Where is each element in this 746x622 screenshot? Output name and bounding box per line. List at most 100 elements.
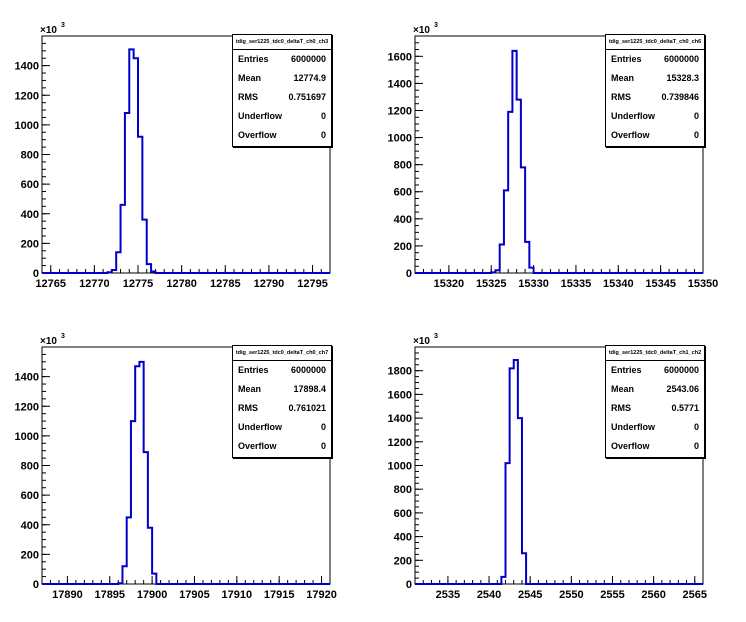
x-tick-label: 17915	[264, 589, 295, 601]
y-tick-label: 1400	[388, 78, 412, 90]
histogram-bin	[506, 463, 510, 584]
histogram-bin	[131, 421, 135, 584]
histogram-bin	[121, 205, 125, 273]
y-tick-label: 1200	[388, 437, 412, 449]
histogram-bin	[135, 366, 139, 584]
histogram-bin	[521, 167, 525, 273]
x-tick-label: 2540	[477, 589, 501, 601]
histogram-bin	[514, 360, 518, 584]
stats-box: tdig_ser1225_tdc0_deltaT_ch0_ch7 Entries 6…	[232, 345, 332, 458]
histogram-bin	[147, 264, 151, 273]
x-tick-label: 12775	[123, 278, 154, 290]
stats-label: Mean	[611, 73, 635, 83]
stats-label: Mean	[238, 73, 262, 83]
stats-value: 6000000	[663, 54, 699, 64]
histogram-bin	[529, 268, 533, 273]
histogram-bin	[525, 242, 529, 273]
y-tick-label: 1600	[388, 51, 412, 63]
y-tick-label: 1400	[388, 413, 412, 425]
histogram-bin	[139, 362, 143, 584]
histogram-line	[42, 48, 330, 274]
y-exponent-label: ×10	[40, 336, 57, 347]
y-tick-label: 1000	[15, 431, 39, 443]
x-tick-label: 17910	[222, 589, 253, 601]
stats-label: Underflow	[238, 422, 282, 432]
stats-row: Underflow 0	[606, 107, 704, 126]
histogram-bin	[491, 272, 495, 273]
stats-row: Mean 12774.9	[233, 69, 331, 88]
stats-row: Underflow 0	[606, 418, 704, 437]
stats-label: Overflow	[611, 441, 650, 451]
x-tick-label: 12795	[297, 278, 328, 290]
stats-title: tdig_ser1225_tdc0_deltaT_ch0_ch3	[233, 35, 331, 50]
stats-value: 0	[320, 111, 326, 121]
stats-label: RMS	[611, 92, 631, 102]
stats-label: Entries	[611, 54, 642, 64]
stats-label: Overflow	[611, 130, 650, 140]
stats-row: Mean 2543.06	[606, 380, 704, 399]
y-tick-label: 600	[21, 490, 39, 502]
y-tick-label: 800	[21, 461, 39, 473]
x-tick-label: 17900	[137, 589, 168, 601]
y-tick-label: 1000	[388, 133, 412, 145]
y-tick-label: 0	[33, 268, 39, 280]
histogram-bin	[508, 112, 512, 273]
x-tick-label: 15320	[434, 278, 465, 290]
stats-title: tdig_ser1225_tdc0_deltaT_ch0_ch6	[606, 35, 704, 50]
x-tick-label: 17895	[94, 589, 125, 601]
stats-value: 6000000	[290, 54, 326, 64]
y-tick-label: 1000	[388, 461, 412, 473]
y-tick-label: 200	[21, 549, 39, 561]
y-tick-label: 1600	[388, 389, 412, 401]
x-tick-label: 2555	[600, 589, 624, 601]
histogram-bins	[107, 49, 155, 273]
x-tick-label: 17890	[52, 589, 83, 601]
stats-row: Overflow 0	[233, 437, 331, 456]
histogram-bin	[495, 270, 499, 273]
x-tick-label: 15325	[476, 278, 507, 290]
x-tick-label: 17905	[179, 589, 210, 601]
histogram-bin	[122, 566, 126, 584]
histogram-bins	[118, 362, 156, 584]
stats-row: RMS 0.751697	[233, 88, 331, 107]
histogram-bin	[518, 418, 522, 584]
histogram-svg: 17890 17895 17900 17905 17910 17915 17920 0 200 4…	[15, 333, 337, 601]
histogram-bin	[501, 577, 505, 584]
x-tick-label: 2550	[559, 589, 583, 601]
x-tick-label: 15335	[561, 278, 592, 290]
x-tick-label: 2535	[436, 589, 460, 601]
stats-label: Entries	[238, 365, 269, 375]
y-exponent-label: ×10	[413, 336, 430, 347]
y-exponent-label: ×10	[413, 25, 430, 36]
histogram-bin	[148, 528, 152, 584]
y-tick-label: 1200	[15, 401, 39, 413]
y-tick-label: 400	[21, 520, 39, 532]
y-tick-label: 1000	[15, 120, 39, 132]
stats-label: Underflow	[611, 111, 655, 121]
histogram-bin	[112, 270, 116, 273]
y-exponent-label: ×10	[40, 25, 57, 36]
stats-row: Overflow 0	[606, 126, 704, 145]
stats-title: tdig_ser1225_tdc0_deltaT_ch1_ch2	[606, 346, 704, 361]
stats-label: RMS	[611, 403, 631, 413]
histogram-bin	[138, 137, 142, 273]
histogram-line	[415, 359, 703, 585]
x-tick-label: 12780	[166, 278, 197, 290]
y-tick-label: 800	[394, 160, 412, 172]
stats-label: Entries	[238, 54, 269, 64]
histogram-svg: 2535 2540 2545 2550 2555 2560 2565 0 200 400 600 80…	[388, 333, 707, 601]
stats-row: RMS 0.739846	[606, 88, 704, 107]
histogram-bin	[125, 113, 129, 273]
histogram-bin	[142, 220, 146, 273]
stats-value: 0	[693, 441, 699, 451]
histogram-bin	[510, 368, 514, 584]
y-tick-label: 600	[394, 508, 412, 520]
histogram-bin	[118, 583, 122, 584]
y-tick-label: 0	[33, 579, 39, 591]
stats-value: 0	[693, 111, 699, 121]
y-tick-label: 200	[394, 241, 412, 253]
x-tick-label: 17920	[306, 589, 337, 601]
stats-row: Overflow 0	[606, 437, 704, 456]
stats-row: Entries 6000000	[233, 50, 331, 69]
stats-label: Overflow	[238, 130, 277, 140]
